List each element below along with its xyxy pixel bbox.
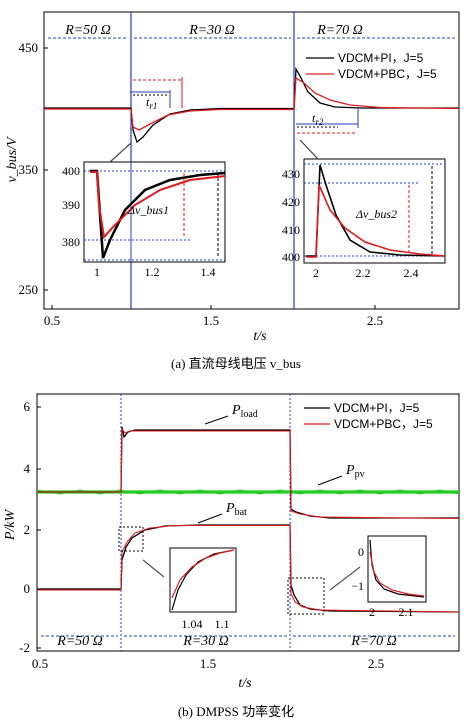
inset-2-xtick: 2.4 <box>404 266 419 280</box>
chart-a-inset-1: Δv_bus1 400 390 380 1 1.2 1.4 <box>62 142 226 279</box>
chart-b-inset-1: 1.04 1.1 <box>169 547 237 631</box>
label-pointer <box>197 513 223 524</box>
tr2-label: tr2 <box>312 111 324 127</box>
region-label: R=50 Ω <box>64 23 111 38</box>
chart-b-ylabel: P/kW <box>3 509 18 542</box>
chart-a-yticks: 450 350 250 <box>19 40 48 297</box>
chart-b: 6 4 2 0 -2 0.5 1.5 2.5 t/s P/kW VDCM+PI，… <box>3 393 460 719</box>
inset-b2-frame <box>367 535 427 603</box>
inset-b1-pbc <box>171 549 235 599</box>
chart-a-xtick-label: 2.5 <box>367 313 383 328</box>
label-pload: Pload <box>231 403 258 420</box>
chart-b-yticks: 6 4 2 0 -2 <box>19 399 41 655</box>
zoom-pointer-2 <box>329 566 361 591</box>
inset-2-xtick: 2.2 <box>356 266 371 280</box>
inset-b2-ytick: 0 <box>358 545 364 559</box>
region-label: R=30 Ω <box>182 634 229 649</box>
zoom-box-1 <box>118 526 144 552</box>
label-ppv: Ppv <box>345 463 365 480</box>
chart-a-ytick-label: 250 <box>19 282 39 297</box>
region-label: R=70 Ω <box>350 634 397 649</box>
chart-a-xtick-label: 0.5 <box>44 313 60 328</box>
legend-label-pi: VDCM+PI，J=5 <box>338 51 424 65</box>
chart-b-ytick-label: 4 <box>24 461 31 476</box>
label-pbat: Pbat <box>225 501 247 518</box>
chart-b-caption: (b) DMPSS 功率变化 <box>178 704 294 719</box>
chart-b-ytick-label: 2 <box>24 522 31 537</box>
inset-2-pbc <box>306 184 446 258</box>
inset-b1-frame <box>169 547 237 613</box>
inset-2-ytick: 430 <box>282 167 300 181</box>
chart-b-legend: VDCM+PI，J=5 VDCM+PBC，J=5 <box>304 401 433 431</box>
zoom-pointer-1 <box>142 559 165 578</box>
label-pointer <box>204 415 229 425</box>
chart-a-ylabel: v_bus/V <box>5 136 20 183</box>
chart-a-xtick-label: 1.5 <box>203 313 219 328</box>
chart-a-ytick-label: 350 <box>19 162 39 177</box>
inset-2-ytick: 400 <box>282 250 300 264</box>
inset-1-xtick: 1.4 <box>201 265 216 279</box>
inset-1-pointer <box>109 142 132 163</box>
zoom-box-2 <box>287 577 325 615</box>
chart-b-xtick-label: 2.5 <box>368 656 384 671</box>
region-label: R=30 Ω <box>188 23 235 38</box>
chart-a-regions: R=50 Ω R=30 Ω R=70 Ω <box>48 23 455 39</box>
chart-b-ytick-label: -2 <box>19 640 30 655</box>
series-pload-pi <box>37 426 459 519</box>
chart-a: 450 350 250 0.5 1.5 2.5 t/s v_bus/V R=50… <box>5 11 460 371</box>
series-pbat-pbc <box>37 524 460 613</box>
inset-1-ytick: 400 <box>62 164 80 178</box>
inset-b1-xtick: 1.1 <box>215 617 230 631</box>
inset-2-xtick: 2 <box>313 266 319 280</box>
chart-b-ytick-label: 0 <box>24 581 31 596</box>
legend-label-pi: VDCM+PI，J=5 <box>334 401 420 415</box>
legend-label-pbc: VDCM+PBC，J=5 <box>338 67 437 81</box>
region-label: R=70 Ω <box>316 23 363 38</box>
chart-b-xticks: 0.5 1.5 2.5 <box>32 656 384 671</box>
region-label: R=50 Ω <box>56 634 103 649</box>
series-pbc <box>44 76 460 131</box>
chart-b-xtick-label: 0.5 <box>32 656 48 671</box>
rise-time-annotations: tr1 tr2 <box>130 77 359 134</box>
inset-b2-xtick: 2.1 <box>399 605 414 619</box>
chart-a-inset-2: Δv_bus2 430 420 410 400 2 2.2 2.4 <box>282 139 446 280</box>
inset-b2-ytick: −1 <box>351 579 364 593</box>
inset-2-annotation: Δv_bus2 <box>355 207 397 221</box>
chart-b-inset-2: 0 −1 2 2.1 <box>351 535 427 619</box>
chart-a-legend: VDCM+PI，J=5 VDCM+PBC，J=5 <box>306 51 437 81</box>
tr1-label: tr1 <box>146 95 157 111</box>
series-pload-pbc <box>37 427 460 520</box>
inset-1-xtick: 1 <box>94 265 100 279</box>
series-pi <box>44 66 459 144</box>
chart-b-xlabel: t/s <box>238 676 252 691</box>
inset-2-ytick: 420 <box>282 195 300 209</box>
chart-b-frame <box>36 393 460 652</box>
inset-1-annotation: Δv_bus1 <box>127 203 169 217</box>
inset-1-ytick: 380 <box>62 235 80 249</box>
inset-2-ytick: 410 <box>282 223 300 237</box>
chart-b-xtick-label: 1.5 <box>200 656 216 671</box>
inset-b2-pbc <box>369 551 425 597</box>
chart-b-regions: R=50 Ω R=30 Ω R=70 Ω <box>41 634 455 649</box>
legend-label-pbc: VDCM+PBC，J=5 <box>334 417 433 431</box>
chart-a-ytick-label: 450 <box>19 40 39 55</box>
inset-1-ytick: 390 <box>62 198 80 212</box>
chart-a-xlabel: t/s <box>253 329 267 344</box>
chart-a-caption: (a) 直流母线电压 v_bus <box>171 356 301 371</box>
inset-1-pbc <box>90 171 226 240</box>
inset-2-pointer <box>299 139 319 160</box>
inset-b1-xtick: 1.04 <box>182 617 203 631</box>
chart-a-xticks: 0.5 1.5 2.5 <box>44 305 383 328</box>
chart-a-frame <box>43 11 460 310</box>
inset-1-xtick: 1.2 <box>145 265 160 279</box>
label-pointer <box>317 475 343 486</box>
chart-b-ytick-label: 6 <box>24 399 31 414</box>
inset-b2-xtick: 2 <box>369 605 375 619</box>
